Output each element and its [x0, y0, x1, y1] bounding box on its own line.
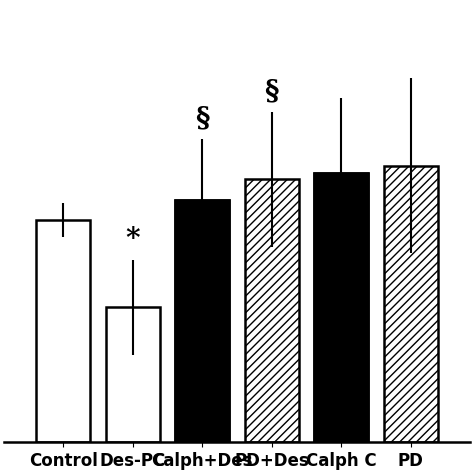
Text: §: § — [195, 105, 210, 132]
Text: §: § — [264, 78, 279, 105]
Bar — [383, 166, 438, 442]
Bar — [106, 307, 160, 442]
Bar — [245, 179, 299, 442]
Bar — [175, 200, 229, 442]
Bar — [314, 173, 368, 442]
Bar — [175, 200, 229, 442]
Bar — [314, 173, 368, 442]
Bar — [36, 220, 91, 442]
Text: *: * — [126, 227, 140, 254]
